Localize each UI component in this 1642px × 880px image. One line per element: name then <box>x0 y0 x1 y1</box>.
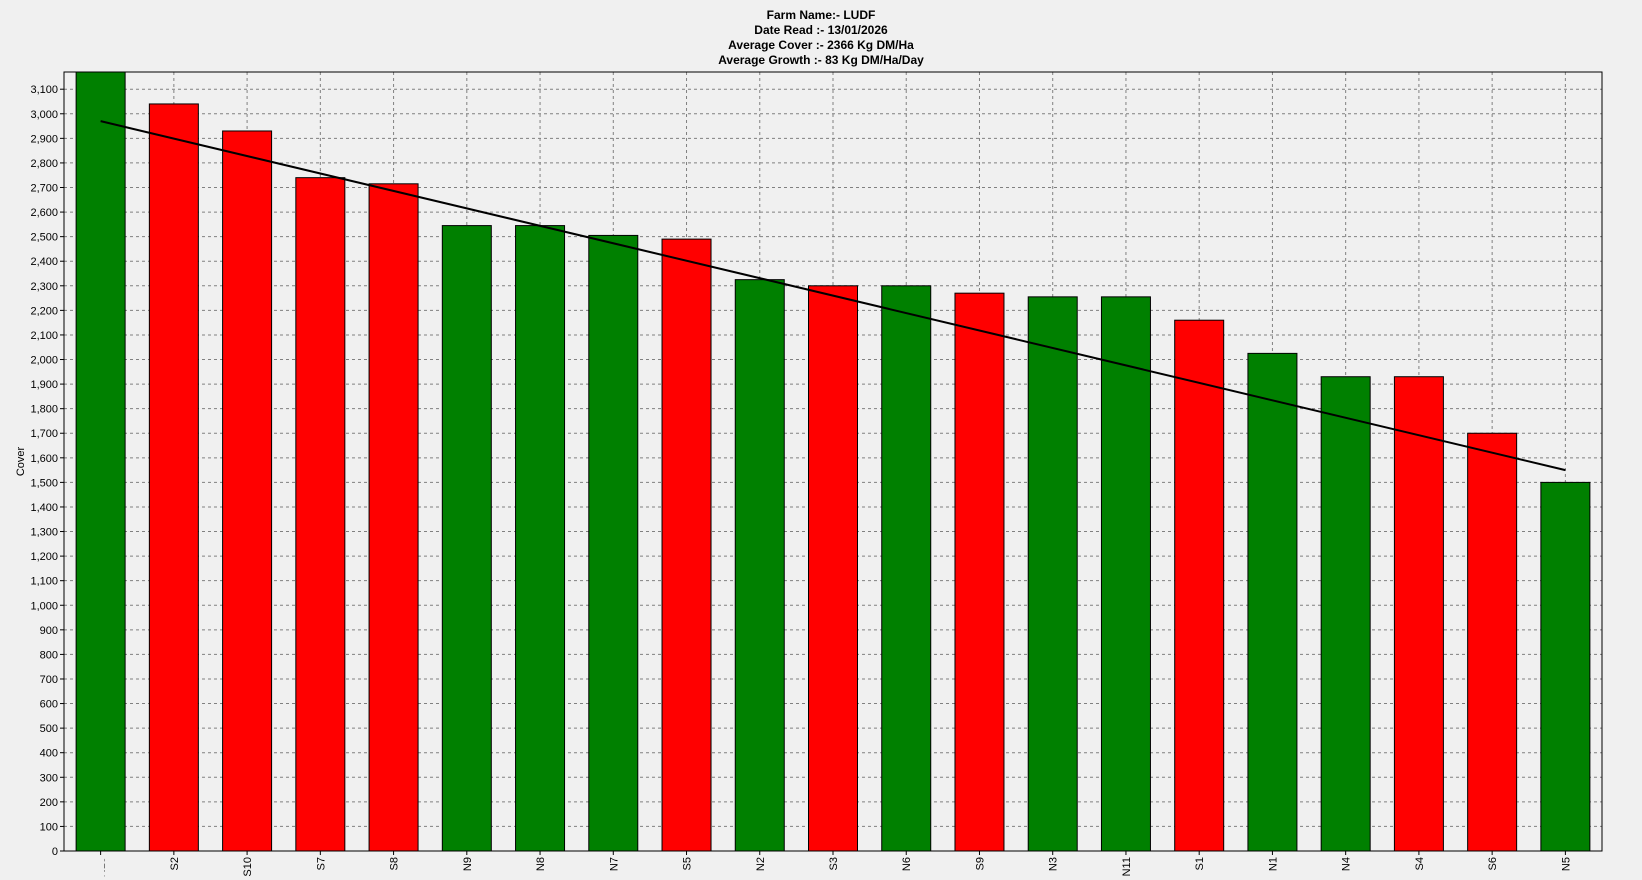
x-tick-label: N1 <box>1267 857 1279 871</box>
x-tick-label: N2 <box>755 857 767 871</box>
trend-layer <box>100 120 1566 472</box>
x-tick-label: N10 <box>96 857 108 877</box>
y-tick-label: 700 <box>40 674 58 686</box>
bar-s6 <box>1467 432 1518 852</box>
bar-n5 <box>1540 481 1591 852</box>
y-tick-label: 2,300 <box>30 281 58 293</box>
y-tick-label: 2,400 <box>30 256 58 268</box>
y-tick-label: 1,300 <box>30 527 58 539</box>
farm-name-label: Farm Name:- <box>766 8 840 22</box>
bar-n11 <box>1100 296 1151 852</box>
y-tick-label: 1,500 <box>30 477 58 489</box>
plot-frame <box>63 71 1603 852</box>
bar-s1 <box>1174 319 1225 852</box>
y-tick-label: 2,200 <box>30 305 58 317</box>
y-tick-label: 400 <box>40 748 58 760</box>
y-tick-label: 2,900 <box>30 133 58 145</box>
y-tick-label: 3,100 <box>30 84 58 96</box>
y-tick-label: 2,800 <box>30 158 58 170</box>
bar-n3 <box>1027 296 1078 852</box>
x-tick-label: S8 <box>389 857 401 870</box>
y-tick-label: 2,100 <box>30 330 58 342</box>
x-tick-label: N9 <box>462 857 474 871</box>
x-tick-label: S10 <box>242 857 254 877</box>
date-read-line: Date Read :- 13/01/2026 <box>0 23 1642 38</box>
bar-s8 <box>368 183 419 852</box>
bar-s7 <box>295 177 346 852</box>
bar-s2 <box>148 103 199 852</box>
average-growth-line: Average Growth :- 83 Kg DM/Ha/Day <box>0 53 1642 68</box>
x-tick-label: S5 <box>682 857 694 870</box>
y-tick-label: 1,900 <box>30 379 58 391</box>
y-tick-label: 300 <box>40 772 58 784</box>
y-tick-label: 100 <box>40 821 58 833</box>
bar-n2 <box>734 279 785 852</box>
y-tick-label: 1,100 <box>30 576 58 588</box>
farm-name-line: Farm Name:- LUDF <box>0 8 1642 23</box>
x-tick-label: N3 <box>1048 857 1060 871</box>
x-tick-labels: N10 S2 S10 S7 S8 N9 N8 N7 S5 N2 S3 N6 S9 N3 N11 S1 N1 N4 S… <box>96 857 1572 877</box>
bar-s4 <box>1393 376 1444 852</box>
y-tick-label: 1,800 <box>30 404 58 416</box>
y-tick-label: 1,600 <box>30 453 58 465</box>
x-tick-label: S3 <box>828 857 840 870</box>
bar-n9 <box>441 225 492 852</box>
y-tick-label: 900 <box>40 625 58 637</box>
x-tick-label: S2 <box>169 857 181 870</box>
bar-s9 <box>954 292 1005 852</box>
y-tick-label: 1,400 <box>30 502 58 514</box>
average-cover-label: Average Cover :- <box>728 38 824 52</box>
x-tick-label: N4 <box>1341 857 1353 871</box>
x-tick-label: N8 <box>535 857 547 871</box>
x-tick-label: N7 <box>608 857 620 871</box>
bar-n4 <box>1320 376 1371 852</box>
y-tick-label: 2,500 <box>30 232 58 244</box>
x-tick-label: N5 <box>1560 857 1572 871</box>
y-tick-label: 800 <box>40 649 58 661</box>
y-tick-label: 200 <box>40 797 58 809</box>
date-read-value: 13/01/2026 <box>827 23 888 37</box>
bar-n7 <box>588 234 639 852</box>
bar-s3 <box>808 285 858 852</box>
y-tick-label: 3,000 <box>30 109 58 121</box>
average-growth-value: 83 Kg DM/Ha/Day <box>825 53 924 67</box>
bar-n1 <box>1247 352 1298 852</box>
y-tick-label: 2,700 <box>30 182 58 194</box>
y-tick-label: 1,200 <box>30 551 58 563</box>
bar-s10 <box>222 130 273 852</box>
x-tick-label: N6 <box>901 857 913 871</box>
y-tick-label: 2,000 <box>30 355 58 367</box>
axis-layer: 0 100 200 300 400 500 600 700 800 900 1,000 1,100 1,… <box>30 71 1603 877</box>
bar-n6 <box>881 285 932 852</box>
y-tick-label: 500 <box>40 723 58 735</box>
x-tick-label: S9 <box>974 857 986 870</box>
x-tick-label: N11 <box>1121 857 1133 876</box>
x-tick-label: S6 <box>1487 857 1499 870</box>
chart-header: Farm Name:- LUDF Date Read :- 13/01/2026… <box>0 8 1642 68</box>
x-tick-label: S4 <box>1414 857 1426 870</box>
average-cover-line: Average Cover :- 2366 Kg DM/Ha <box>0 38 1642 53</box>
average-growth-label: Average Growth :- <box>718 53 822 67</box>
x-tick-label: S1 <box>1194 857 1206 870</box>
date-read-label: Date Read :- <box>754 23 825 37</box>
bar-n10 <box>75 71 126 852</box>
y-tick-label: 2,600 <box>30 207 58 219</box>
bar-s5 <box>661 238 712 852</box>
y-tick-label: 600 <box>40 699 58 711</box>
y-axis-label: Cover <box>15 446 27 476</box>
bars-layer <box>75 71 1591 852</box>
trend-line <box>100 120 1566 472</box>
bar-n8 <box>515 225 566 852</box>
farm-name-value: LUDF <box>843 8 876 22</box>
y-tick-label: 1,700 <box>30 428 58 440</box>
y-tick-label: 1,000 <box>30 600 58 612</box>
y-tick-label: 0 <box>52 846 58 858</box>
average-cover-value: 2366 Kg DM/Ha <box>827 38 914 52</box>
x-tick-label: S7 <box>315 857 327 870</box>
